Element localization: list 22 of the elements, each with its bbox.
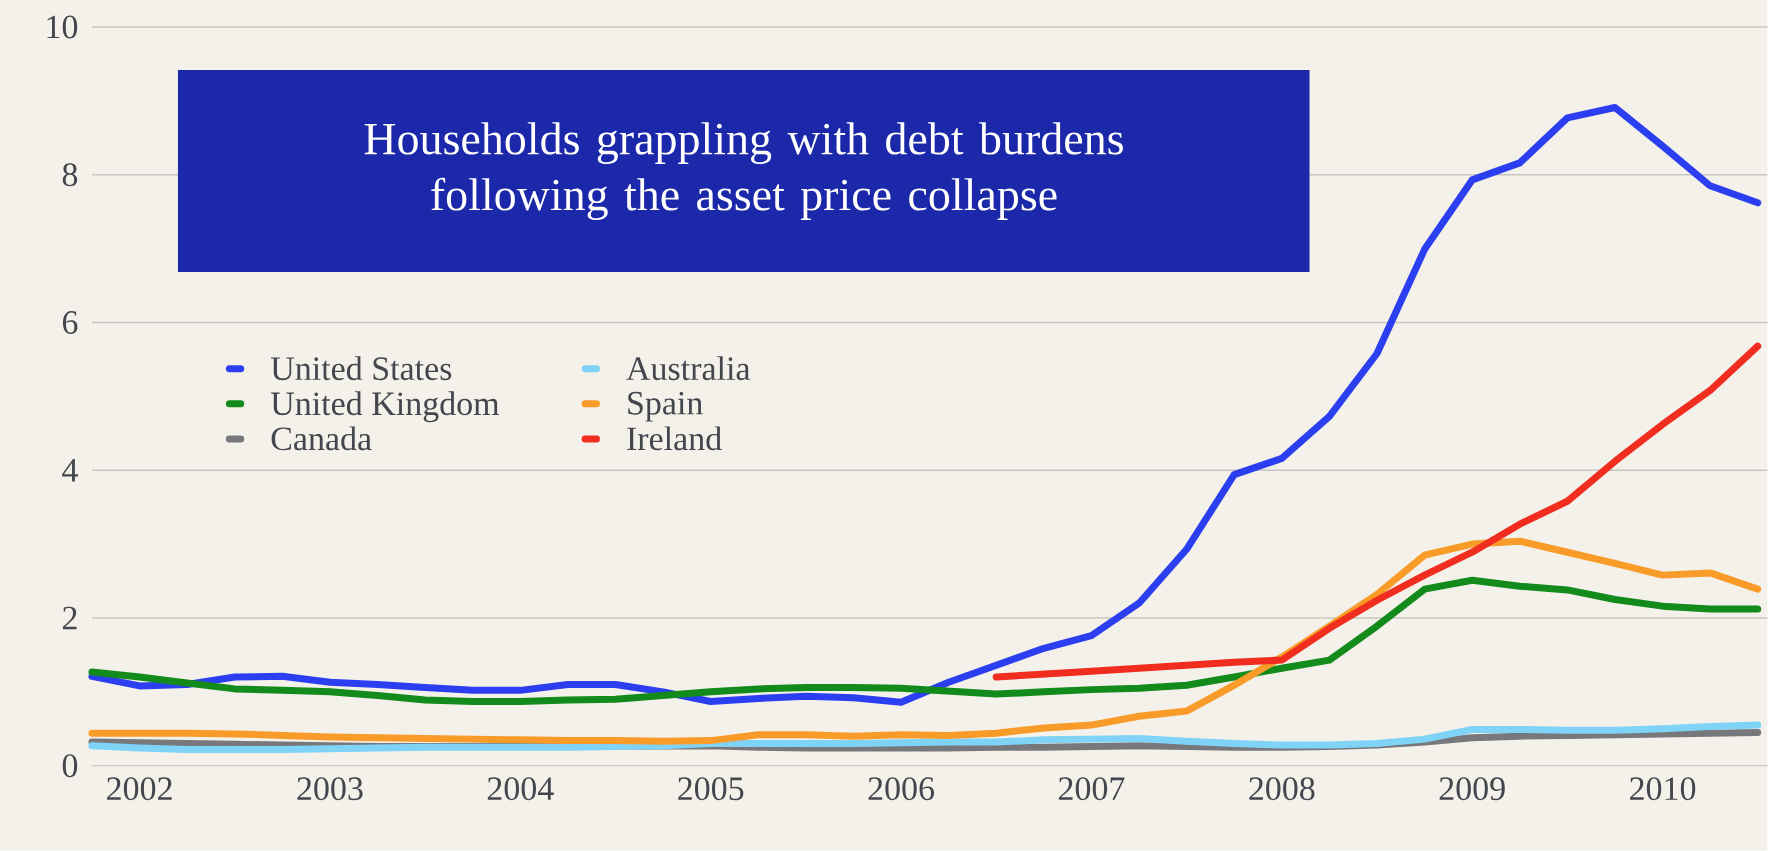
text: Households grappling with debt burdens following the asset price collapse [364,122,1123,221]
legend-label: Ireland [627,426,722,451]
legend-label: Spain [628,392,703,422]
x-tick-label: 2007 [1058,777,1125,801]
x-tick-label: 2003 [297,777,363,801]
legend-label: Canada [271,426,372,451]
x-tick-label: 2005 [678,777,744,801]
y-tick-label: 0 [62,754,78,778]
x-tick-label: 2010 [1630,777,1696,801]
y-tick-label: 2 [62,606,77,630]
legend-label: Australia [626,356,751,381]
x-tick-label: 2008 [1249,777,1315,801]
y-tick-label: 6 [62,311,78,335]
y-tick-label: 10 [47,15,78,39]
x-tick-label: 2009 [1439,777,1505,801]
x-tick-label: 2006 [868,777,935,801]
legend-label: United Kingdom [270,391,500,423]
x-tick-label: 2004 [487,777,554,801]
y-tick-label: 8 [62,163,78,187]
x-tick-label: 2002 [107,777,172,801]
y-tick-label: 4 [62,459,78,482]
legend-label: United States [270,356,452,381]
